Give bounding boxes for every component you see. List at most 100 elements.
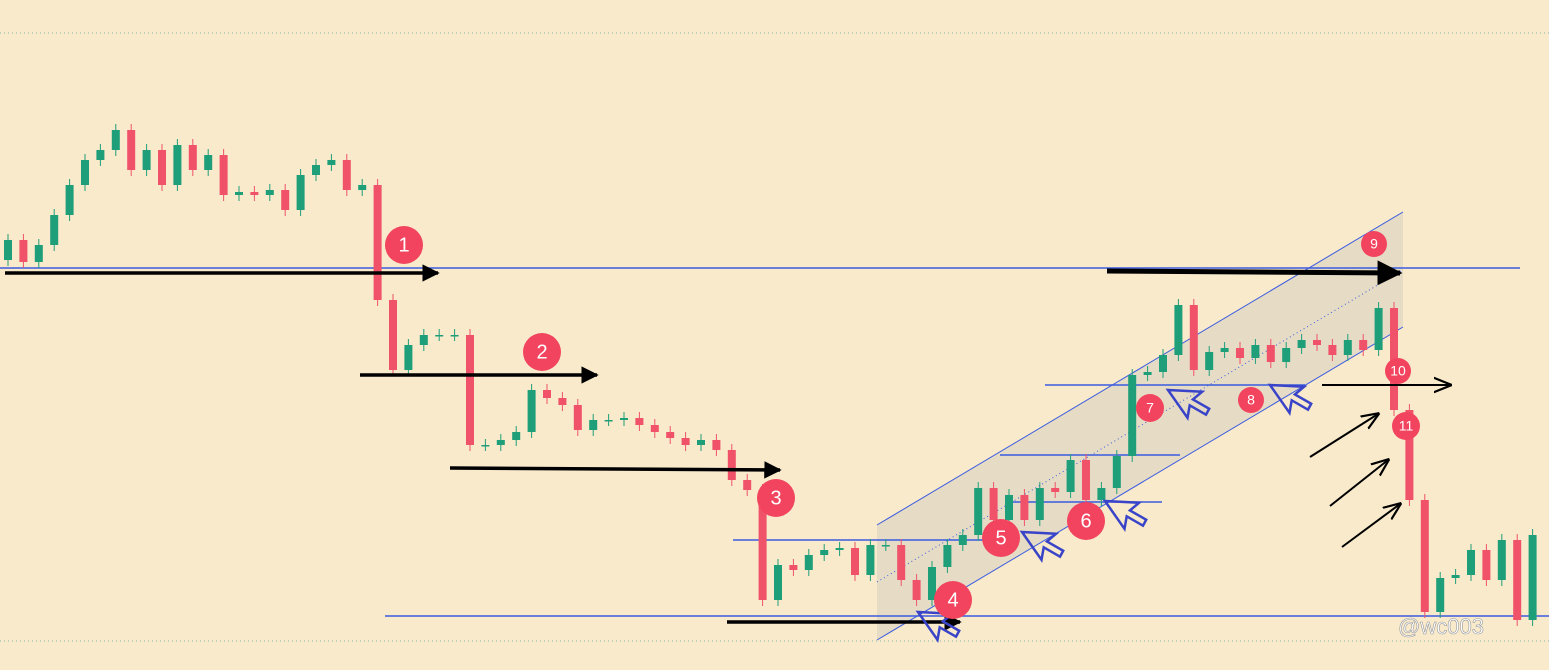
candle-body xyxy=(1035,488,1044,520)
candle-body xyxy=(1343,340,1352,355)
annotation-label: 8 xyxy=(1247,392,1255,408)
candle-body xyxy=(681,438,690,445)
annotation-label: 1 xyxy=(398,234,409,256)
channel xyxy=(876,211,1404,641)
candle-body xyxy=(1082,460,1090,500)
candle-body xyxy=(1189,305,1198,370)
candle-body xyxy=(50,215,59,245)
candle-body xyxy=(573,405,582,430)
candle-body xyxy=(1066,460,1075,492)
candle-body xyxy=(650,425,659,432)
candle-body xyxy=(1282,348,1291,362)
annotation-marker xyxy=(1067,502,1105,540)
annotation-marker xyxy=(1238,387,1264,413)
candle-body xyxy=(1005,495,1013,520)
candle-body xyxy=(4,240,12,260)
candle-body xyxy=(1097,488,1106,500)
candle-body xyxy=(496,440,505,445)
candle-body xyxy=(312,165,320,175)
annotation-marker xyxy=(934,581,972,619)
candle-body xyxy=(1143,372,1152,375)
candle-body xyxy=(1174,305,1183,355)
candle-body xyxy=(620,418,628,420)
annotation-label: 4 xyxy=(947,589,958,611)
annotation-label: 11 xyxy=(1399,418,1414,434)
candle-body xyxy=(743,480,752,490)
candle-body xyxy=(204,155,213,170)
annotation-marker xyxy=(757,479,795,517)
candle-body xyxy=(943,545,952,567)
candle-body xyxy=(1451,575,1460,578)
candle-body xyxy=(1220,348,1229,352)
candle-body xyxy=(404,345,413,370)
candle-body xyxy=(666,432,675,438)
annotation-label: 5 xyxy=(995,527,1006,549)
candle-body xyxy=(342,160,351,190)
candle-body xyxy=(1266,345,1275,362)
candle-body xyxy=(1467,550,1475,575)
candle-body xyxy=(466,335,474,445)
cursors xyxy=(915,383,1313,644)
candle-body xyxy=(1205,352,1214,370)
candle-body xyxy=(866,545,875,575)
candle-body xyxy=(111,130,120,150)
arrows xyxy=(5,260,1450,631)
candle-body xyxy=(65,185,74,215)
candle-body xyxy=(481,445,490,447)
candle-body xyxy=(881,545,890,547)
candle-body xyxy=(1112,456,1121,488)
candle-body xyxy=(989,488,998,520)
candle-body xyxy=(127,130,136,170)
levels xyxy=(0,267,1549,617)
candle-body xyxy=(19,240,28,262)
candle-body xyxy=(804,555,813,570)
candle-body xyxy=(1251,345,1260,358)
candle-body xyxy=(1313,340,1321,345)
candle-body xyxy=(1405,410,1414,500)
candle-body xyxy=(250,192,259,195)
candle-body xyxy=(1420,500,1429,612)
candle-body xyxy=(1497,540,1506,580)
candle-body xyxy=(604,420,613,422)
candle-body xyxy=(1374,308,1383,350)
candle-body xyxy=(389,300,397,370)
candle-body xyxy=(512,432,521,440)
candle-body xyxy=(96,150,105,160)
candle-body xyxy=(219,155,228,195)
candle-body xyxy=(589,420,598,430)
annotation-marker xyxy=(982,519,1020,557)
annotation-marker xyxy=(1385,358,1411,384)
candle-body xyxy=(142,150,151,170)
candle-body xyxy=(435,335,444,337)
candle-body xyxy=(820,550,829,555)
candle-body xyxy=(697,440,705,445)
annotation-marker xyxy=(1392,412,1420,440)
candle-body xyxy=(774,565,782,600)
candle-body xyxy=(419,335,428,345)
annotation-marker xyxy=(523,333,561,371)
candle-body xyxy=(450,335,459,337)
annotation-label: 9 xyxy=(1370,236,1378,252)
candle-body xyxy=(1020,495,1029,520)
annotation-label: 2 xyxy=(536,341,547,363)
annotation-label: 3 xyxy=(770,487,781,509)
candle-body xyxy=(727,450,736,480)
annotations: 1 2 3 4 5 6 7 8 9 10 11 xyxy=(385,226,1420,619)
candle-body xyxy=(1236,348,1244,358)
watermark: @wc003 xyxy=(1398,614,1484,639)
candle-body xyxy=(543,390,551,398)
candle-body xyxy=(173,145,182,185)
candle-body xyxy=(1051,488,1060,492)
annotation-label: 7 xyxy=(1146,400,1154,416)
candle-body xyxy=(1513,540,1522,620)
candle-body xyxy=(296,175,305,210)
candle-body xyxy=(281,190,290,210)
candle-body xyxy=(1297,340,1306,348)
candle-body xyxy=(265,190,274,195)
candle-body xyxy=(1359,340,1368,350)
candle-body xyxy=(928,567,936,600)
candle-body xyxy=(235,192,243,195)
candle-body xyxy=(558,398,567,405)
annotation-label: 10 xyxy=(1390,363,1406,379)
